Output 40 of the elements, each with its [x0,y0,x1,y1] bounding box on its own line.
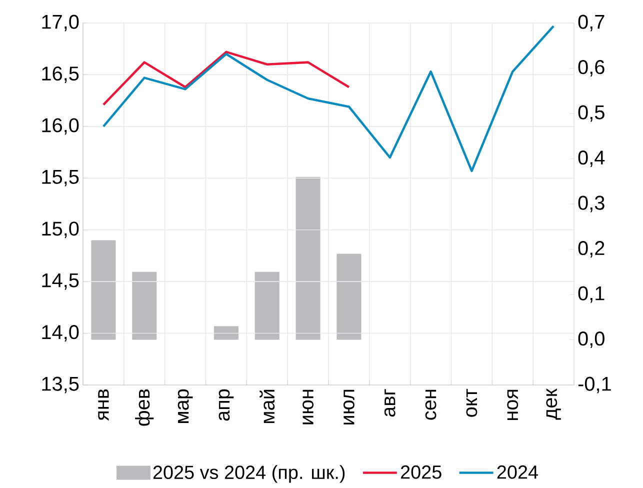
y-tick-label: 15,0 [42,222,79,238]
x-tick-label: фев [135,389,154,426]
y-tick-label: 14,0 [42,325,79,342]
bar [254,272,280,340]
y2-tick-label: 0,3 [578,196,604,212]
x-tick-label: июл [344,390,354,424]
legend-label: 2025 vs 2024 (пр. шк.) [153,465,345,483]
bar [91,240,116,340]
legend-label: 2025 [401,465,442,479]
x-tick-label: ноя [507,390,518,420]
line-series [102,24,555,172]
y2-tick-label: 0,1 [578,286,604,303]
x-tick-label: дек [546,388,561,420]
y-tick-label: 16,0 [42,118,79,135]
bar [132,272,157,340]
x-tick-label: мар [178,389,193,424]
x-tick-label: янв [98,389,109,421]
x-tick-label: авг [384,389,396,417]
y-tick-label: 17,0 [42,14,79,32]
y2-tick-label: 0,2 [578,241,604,258]
line-series [102,50,350,106]
x-tick-label: апр [218,389,234,421]
legend-label: 2024 [497,465,538,479]
bar [214,326,238,340]
y2-tick-label: 0,0 [578,332,604,348]
x-tick-label: июн [302,390,314,424]
y-tick-label: 15,5 [42,170,79,186]
y-tick-label: 16,5 [42,66,79,83]
x-tick-label: окт [466,388,478,417]
x-tick-label: сен [425,390,436,420]
y-tick-label: 14,5 [42,273,79,290]
y2-tick-label: 0,7 [578,14,604,32]
y2-tick-label: 0,5 [578,105,604,122]
bar [336,254,362,340]
y2-tick-label: -0,1 [578,376,611,394]
y-tick-label: 13,5 [42,376,79,394]
y2-tick-label: 0,4 [578,150,605,167]
bar [296,176,320,340]
y2-tick-label: 0,6 [578,60,604,76]
x-tick-label: май [260,390,275,424]
